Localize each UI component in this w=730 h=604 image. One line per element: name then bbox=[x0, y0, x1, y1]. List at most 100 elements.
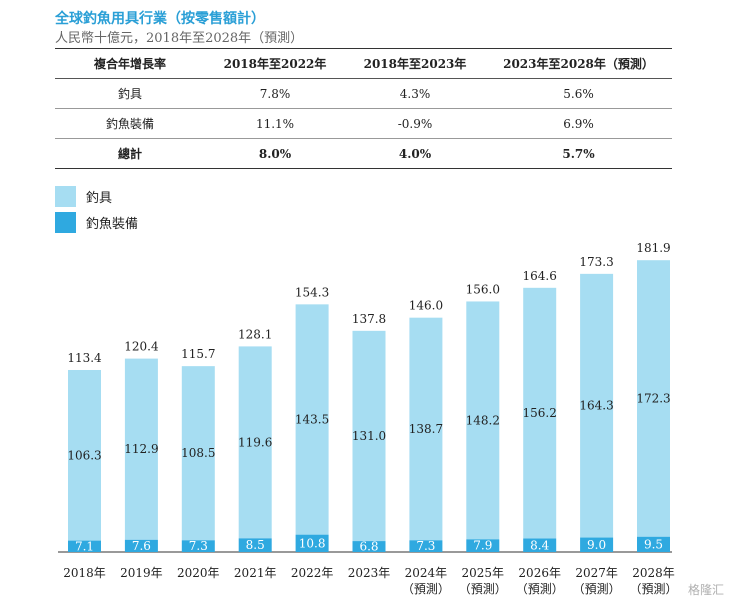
data-label-tackle: 119.6 bbox=[238, 435, 272, 449]
cagr-table: 複合年增長率 2018年至2022年 2018年至2023年 2023年至202… bbox=[55, 48, 672, 169]
bar-tackle bbox=[466, 301, 500, 540]
bar-equipment bbox=[181, 540, 215, 552]
data-label-total: 120.4 bbox=[124, 340, 159, 354]
legend-label-tackle: 釣具 bbox=[86, 191, 113, 206]
data-label-tackle: 156.2 bbox=[523, 406, 557, 420]
table-cell: 4.0% bbox=[398, 146, 432, 161]
table-header-cell: 2018年至2023年 bbox=[363, 57, 467, 71]
bar-equipment bbox=[523, 538, 557, 552]
x-tick-label: 2027年 bbox=[575, 566, 618, 580]
x-tick-sublabel: （預測） bbox=[573, 582, 621, 596]
bar-equipment bbox=[68, 540, 101, 552]
bar-equipment bbox=[580, 537, 614, 552]
table-header-cell: 2018年至2022年 bbox=[223, 57, 327, 71]
bar-tackle bbox=[352, 330, 386, 542]
data-label-total: 115.7 bbox=[181, 347, 215, 361]
data-label-total: 146.0 bbox=[409, 299, 443, 313]
x-tick-label: 2025年 bbox=[462, 566, 505, 580]
data-label-total: 156.0 bbox=[466, 282, 500, 296]
data-label-tackle: 112.9 bbox=[124, 442, 158, 456]
data-label-tackle: 143.5 bbox=[295, 413, 329, 427]
table-header-cell: 複合年增長率 bbox=[93, 57, 166, 71]
data-label-tackle: 108.5 bbox=[181, 446, 215, 460]
data-label-tackle: 106.3 bbox=[67, 448, 101, 462]
x-tick-label: 2022年 bbox=[291, 566, 334, 580]
x-tick-label: 2020年 bbox=[177, 566, 220, 580]
data-label-equipment: 9.5 bbox=[644, 537, 663, 551]
bar-tackle bbox=[523, 287, 557, 539]
data-label-total: 137.8 bbox=[352, 312, 386, 326]
data-label-tackle: 131.0 bbox=[352, 429, 386, 443]
table-cell: 6.9% bbox=[563, 116, 594, 131]
x-tick-label: 2024年 bbox=[405, 566, 448, 580]
x-tick-sublabel: （預測） bbox=[629, 582, 677, 596]
bar-equipment bbox=[409, 540, 443, 552]
bar-tackle bbox=[580, 273, 614, 538]
legend-swatch-tackle bbox=[55, 186, 76, 207]
x-tick-label: 2028年 bbox=[632, 566, 675, 580]
data-label-tackle: 172.3 bbox=[636, 391, 670, 405]
table-row: 釣魚裝備 11.1% -0.9% 6.9% bbox=[55, 109, 672, 139]
bar-equipment bbox=[124, 539, 158, 552]
bar-equipment bbox=[637, 536, 670, 552]
data-label-equipment: 9.0 bbox=[587, 538, 606, 552]
x-tick-sublabel: （預測） bbox=[402, 582, 450, 596]
row-label: 釣具 bbox=[117, 87, 142, 101]
table-cell: 11.1% bbox=[255, 116, 295, 131]
data-label-equipment: 7.9 bbox=[473, 539, 492, 553]
bar-tackle bbox=[238, 346, 272, 539]
table-cell: 4.3% bbox=[399, 86, 431, 101]
x-tick-label: 2021年 bbox=[234, 566, 277, 580]
data-label-tackle: 148.2 bbox=[466, 413, 500, 427]
table-cell: 5.6% bbox=[563, 86, 594, 101]
data-label-equipment: 8.4 bbox=[530, 538, 549, 552]
data-label-tackle: 164.3 bbox=[579, 399, 613, 413]
table-cell: 7.8% bbox=[259, 86, 291, 101]
chart-subtitle: 人民幣十億元，2018年至2028年（預測） bbox=[55, 31, 304, 46]
x-tick-label: 2018年 bbox=[63, 566, 106, 580]
bar-equipment bbox=[238, 538, 272, 552]
data-label-total: 181.9 bbox=[636, 241, 670, 255]
data-label-equipment: 6.8 bbox=[359, 540, 378, 554]
bar-tackle bbox=[124, 358, 158, 540]
table-row: 釣具 7.8% 4.3% 5.6% bbox=[55, 79, 672, 109]
bar-tackle bbox=[181, 366, 215, 541]
x-tick-label: 2019年 bbox=[120, 566, 163, 580]
table-header-row: 複合年增長率 2018年至2022年 2018年至2023年 2023年至202… bbox=[55, 48, 672, 79]
data-label-equipment: 7.3 bbox=[189, 539, 208, 553]
bar-tackle bbox=[409, 317, 443, 541]
chart-title: 全球釣魚用具行業（按零售額計） bbox=[55, 11, 265, 27]
bar-tackle bbox=[637, 260, 670, 537]
bar-equipment bbox=[295, 534, 329, 552]
x-tick-sublabel: （預測） bbox=[516, 582, 564, 596]
data-label-total: 173.3 bbox=[579, 255, 613, 269]
data-label-total: 128.1 bbox=[238, 327, 272, 341]
data-label-equipment: 7.6 bbox=[132, 539, 151, 553]
legend-item-equipment: 釣魚裝備 bbox=[55, 212, 138, 233]
data-label-equipment: 7.3 bbox=[416, 539, 435, 553]
x-tick-sublabel: （預測） bbox=[459, 582, 507, 596]
watermark: 格隆汇 bbox=[687, 583, 724, 597]
table-cell: -0.9% bbox=[397, 116, 433, 131]
data-label-tackle: 138.7 bbox=[409, 422, 443, 436]
row-label: 釣魚裝備 bbox=[105, 117, 154, 131]
legend-item-tackle: 釣具 bbox=[55, 186, 112, 207]
data-label-total: 154.3 bbox=[295, 285, 329, 299]
table-cell: 8.0% bbox=[258, 146, 292, 161]
data-label-equipment: 10.8 bbox=[299, 536, 326, 550]
legend-label-equipment: 釣魚裝備 bbox=[86, 217, 139, 232]
legend-swatch-equipment bbox=[55, 212, 76, 233]
row-label: 總計 bbox=[117, 147, 142, 161]
data-label-total: 113.4 bbox=[67, 351, 102, 365]
x-tick-label: 2023年 bbox=[348, 566, 391, 580]
table-header-cell: 2023年至2028年（預測） bbox=[503, 57, 654, 71]
data-label-total: 164.6 bbox=[523, 269, 557, 283]
table-cell: 5.7% bbox=[562, 146, 595, 161]
data-label-equipment: 7.1 bbox=[75, 539, 94, 553]
bar-tackle bbox=[68, 369, 101, 541]
bar-equipment bbox=[352, 541, 386, 552]
bar-tackle bbox=[295, 304, 329, 535]
data-label-equipment: 8.5 bbox=[246, 538, 265, 552]
bar-equipment bbox=[466, 539, 500, 552]
